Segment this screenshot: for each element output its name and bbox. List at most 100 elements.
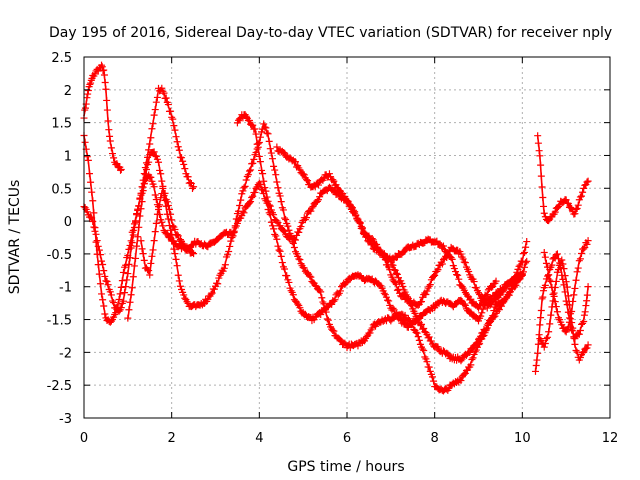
x-tick-label: 6 [343, 431, 351, 446]
data-point [152, 228, 159, 235]
data-point [547, 312, 554, 319]
data-point [584, 292, 591, 299]
data-point [103, 97, 110, 104]
data-point [104, 107, 111, 114]
series-trace-i [534, 132, 591, 224]
data-point [141, 257, 148, 264]
data-point [521, 249, 528, 256]
data-point [116, 296, 123, 303]
x-tick-label: 12 [602, 431, 619, 446]
data-point [539, 184, 546, 191]
data-point [249, 160, 256, 167]
data-point [539, 295, 546, 302]
data-point [98, 290, 105, 297]
data-point [173, 256, 180, 263]
y-tick-label: -0.5 [47, 248, 72, 263]
data-point [257, 158, 264, 165]
data-point [124, 315, 131, 322]
data-point [150, 246, 157, 253]
data-point [272, 171, 279, 178]
data-point [90, 224, 97, 231]
data-point [147, 134, 154, 141]
data-point [540, 287, 547, 294]
data-point [153, 220, 160, 227]
data-point [167, 108, 174, 115]
data-point [533, 362, 540, 369]
data-point [283, 272, 290, 279]
data-point [101, 311, 108, 318]
data-point [257, 134, 264, 141]
data-point [416, 337, 423, 344]
data-point [106, 133, 113, 140]
data-point [102, 79, 109, 86]
data-point [169, 116, 176, 123]
x-tick-label: 4 [255, 431, 263, 446]
data-point [237, 197, 244, 204]
data-point [273, 178, 280, 185]
data-point [122, 283, 129, 290]
data-point [272, 232, 279, 239]
data-point [222, 261, 229, 268]
data-point [538, 173, 545, 180]
data-point [536, 152, 543, 159]
data-point [538, 307, 545, 314]
data-point [118, 284, 125, 291]
data-point [156, 167, 163, 174]
data-point [105, 126, 112, 133]
data-point [82, 139, 89, 146]
sdtvar-chart: Day 195 of 2016, Sidereal Day-to-day VTE… [0, 0, 640, 480]
data-point [532, 368, 539, 375]
data-point [583, 297, 590, 304]
y-tick-label: -1.5 [47, 314, 72, 329]
data-series [81, 62, 592, 395]
data-point [176, 277, 183, 284]
data-point [274, 184, 281, 191]
data-point [98, 258, 105, 265]
data-point [147, 260, 154, 267]
x-tick-labels: 0 2 4 6 8 10 12 [80, 431, 618, 446]
data-point [523, 258, 530, 265]
data-point [134, 233, 141, 240]
data-point [268, 150, 275, 157]
data-point [279, 259, 286, 266]
data-point [150, 120, 157, 127]
data-point [571, 285, 578, 292]
data-point [175, 143, 182, 150]
data-point [259, 170, 266, 177]
data-point [579, 320, 586, 327]
data-point [523, 238, 530, 245]
data-point [535, 140, 542, 147]
data-point [109, 150, 116, 157]
data-point [119, 277, 126, 284]
data-point [135, 224, 142, 231]
data-point [269, 222, 276, 229]
data-point [174, 138, 181, 145]
data-point [137, 237, 144, 244]
data-point [173, 133, 180, 140]
data-point [174, 262, 181, 269]
data-point [541, 210, 548, 217]
data-point [541, 249, 548, 256]
data-point [266, 138, 273, 145]
x-axis-title: GPS time / hours [287, 459, 404, 475]
data-point [146, 140, 153, 147]
data-point [533, 357, 540, 364]
y-tick-label: -1 [59, 281, 72, 296]
data-point [278, 198, 285, 205]
data-point [148, 125, 155, 132]
data-point [100, 302, 107, 309]
data-point [151, 112, 158, 119]
data-point [108, 144, 115, 151]
y-tick-label: -2 [59, 346, 72, 361]
data-point [86, 170, 93, 177]
data-point [573, 277, 580, 284]
x-tick-label: 10 [514, 431, 531, 446]
data-point [120, 269, 127, 276]
data-point [177, 283, 184, 290]
data-point [470, 354, 477, 361]
data-point [520, 250, 527, 257]
data-point [140, 250, 147, 257]
data-point [117, 290, 124, 297]
data-point [109, 298, 116, 305]
data-point [534, 132, 541, 139]
